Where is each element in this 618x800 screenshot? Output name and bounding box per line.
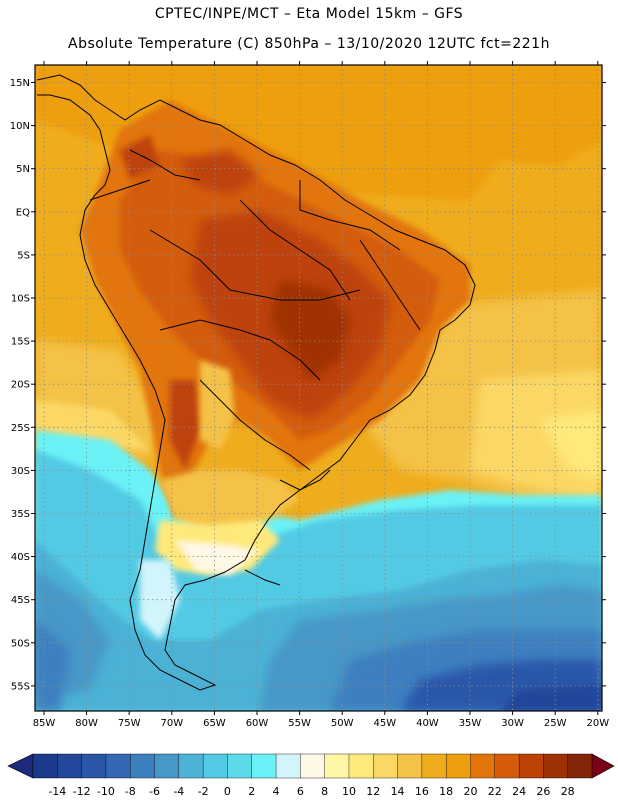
lat-label: EQ <box>16 207 30 218</box>
longitude-labels: 85W 80W 75W 70W 65W 60W 55W 50W 45W 40W 35W 30W 25W 2… <box>33 61 609 729</box>
title-line-1: CPTEC/INPE/MCT – Eta Model 15km – GFS <box>154 6 464 22</box>
colorbar-label: -4 <box>173 785 184 798</box>
colorbar-label: 12 <box>366 785 380 798</box>
lat-label: 15N <box>10 78 30 89</box>
lon-label: 25W <box>544 718 567 729</box>
title-line-2: Absolute Temperature (C) 850hPa – 13/10/… <box>68 36 550 52</box>
map-grid <box>35 65 602 711</box>
colorbar-arrow-high <box>591 753 615 779</box>
colorbar-label: -14 <box>48 785 66 798</box>
lat-label: 10S <box>11 294 30 305</box>
lat-label: 40S <box>11 552 30 563</box>
colorbar-swatch <box>397 753 423 779</box>
colorbar-label: -10 <box>97 785 115 798</box>
lat-label: 20S <box>11 380 30 391</box>
colorbar-swatch <box>324 753 350 779</box>
colorbar-swatch <box>275 753 301 779</box>
colorbar-swatch <box>154 753 180 779</box>
colorbar-swatch <box>202 753 228 779</box>
lon-label: 60W <box>246 718 269 729</box>
lon-label: 85W <box>33 718 56 729</box>
colorbar-swatch <box>373 753 399 779</box>
lon-label: 55W <box>288 718 311 729</box>
colorbar-label: 0 <box>224 785 231 798</box>
colorbar-swatch <box>445 753 471 779</box>
colorbar-label: 14 <box>391 785 405 798</box>
lat-label: 5S <box>17 250 30 261</box>
colorbar-labels: -14 -12 -10 -8 -6 -4 -2 0 2 4 6 8 10 12 14 16 18 20 22 24 26… <box>48 785 574 798</box>
colorbar-swatch <box>421 753 447 779</box>
lon-label: 35W <box>459 718 482 729</box>
colorbar-swatch <box>32 753 58 779</box>
lon-label: 40W <box>416 718 439 729</box>
lat-label: 5N <box>16 164 30 175</box>
colorbar-label: 10 <box>342 785 356 798</box>
colorbar-label: 18 <box>439 785 453 798</box>
colorbar-swatch <box>470 753 496 779</box>
colorbar-label: -8 <box>125 785 136 798</box>
lon-label: 80W <box>75 718 98 729</box>
colorbar-label: -12 <box>73 785 91 798</box>
colorbar-swatch <box>105 753 131 779</box>
colorbar-label: 26 <box>536 785 550 798</box>
colorbar-swatch <box>57 753 83 779</box>
lon-label: 75W <box>118 718 141 729</box>
colorbar-swatch <box>300 753 326 779</box>
lat-label: 10N <box>10 121 30 132</box>
colorbar-label: 28 <box>561 785 575 798</box>
lon-label: 65W <box>203 718 226 729</box>
colorbar-swatch <box>518 753 544 779</box>
colorbar-arrow-low <box>7 753 34 779</box>
colorbar-swatch <box>130 753 156 779</box>
colorbar-label: -2 <box>198 785 209 798</box>
lat-label: 50S <box>11 638 30 649</box>
colorbar-label: 24 <box>512 785 526 798</box>
lat-label: 15S <box>11 337 30 348</box>
colorbar-swatch <box>494 753 520 779</box>
colorbar-label: 4 <box>273 785 280 798</box>
colorbar-label: 22 <box>488 785 502 798</box>
lon-label: 45W <box>373 718 396 729</box>
lon-label: 70W <box>160 718 183 729</box>
colorbar-swatch <box>178 753 204 779</box>
colorbar-label: 2 <box>248 785 255 798</box>
colorbar-label: 6 <box>297 785 304 798</box>
lon-label: 20W <box>586 718 609 729</box>
temperature-field <box>35 65 602 711</box>
lon-label: 30W <box>501 718 524 729</box>
coastline <box>36 74 476 691</box>
latitude-labels: 15N 10N 5N EQ 5S 10S 15S 20S 25S 30S 35S 40S 45S 50S 5… <box>10 78 606 692</box>
lat-label: 25S <box>11 423 30 434</box>
colorbar <box>7 753 615 779</box>
lat-label: 30S <box>11 466 30 477</box>
colorbar-label: 16 <box>415 785 429 798</box>
colorbar-swatch <box>543 753 569 779</box>
colorbar-swatch <box>227 753 253 779</box>
colorbar-label: -6 <box>149 785 160 798</box>
lon-label: 50W <box>331 718 354 729</box>
colorbar-swatch <box>348 753 374 779</box>
colorbar-label: 20 <box>463 785 477 798</box>
lat-label: 45S <box>11 595 30 606</box>
colorbar-swatch <box>81 753 107 779</box>
colorbar-label: 8 <box>321 785 328 798</box>
colorbar-swatch <box>251 753 277 779</box>
lat-label: 55S <box>11 681 30 692</box>
colorbar-swatch <box>567 753 593 779</box>
lat-label: 35S <box>11 509 30 520</box>
